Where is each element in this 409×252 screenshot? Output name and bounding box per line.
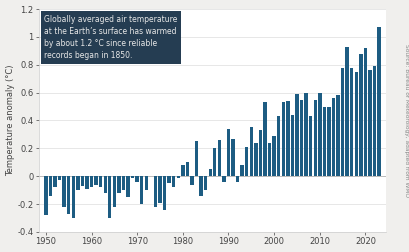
- Bar: [44, 176, 47, 215]
- Bar: [153, 176, 157, 207]
- Bar: [258, 130, 261, 176]
- Y-axis label: Temperature anomaly (°C): Temperature anomaly (°C): [6, 65, 15, 176]
- Bar: [53, 176, 56, 187]
- Bar: [167, 176, 171, 183]
- Bar: [313, 100, 316, 176]
- Bar: [194, 141, 198, 176]
- Bar: [81, 176, 84, 186]
- Bar: [208, 169, 211, 176]
- Bar: [226, 129, 229, 176]
- Bar: [331, 98, 335, 176]
- Bar: [335, 96, 339, 176]
- Bar: [231, 139, 234, 176]
- Bar: [308, 116, 312, 176]
- Bar: [294, 94, 298, 176]
- Bar: [267, 143, 271, 176]
- Bar: [377, 27, 380, 176]
- Bar: [349, 68, 353, 176]
- Bar: [213, 148, 216, 176]
- Bar: [363, 48, 366, 176]
- Bar: [245, 147, 248, 176]
- Bar: [354, 72, 357, 176]
- Bar: [185, 162, 189, 176]
- Bar: [372, 66, 375, 176]
- Bar: [276, 116, 280, 176]
- Bar: [71, 176, 75, 218]
- Bar: [135, 176, 139, 182]
- Bar: [117, 176, 120, 193]
- Bar: [49, 176, 52, 196]
- Bar: [340, 68, 344, 176]
- Bar: [326, 107, 330, 176]
- Bar: [190, 176, 193, 184]
- Bar: [367, 70, 371, 176]
- Bar: [99, 176, 102, 187]
- Bar: [303, 93, 307, 176]
- Bar: [90, 176, 93, 187]
- Bar: [317, 93, 321, 176]
- Bar: [290, 115, 293, 176]
- Bar: [263, 102, 266, 176]
- Bar: [171, 176, 175, 187]
- Bar: [285, 101, 289, 176]
- Bar: [121, 176, 125, 190]
- Bar: [108, 176, 111, 218]
- Bar: [94, 176, 98, 184]
- Bar: [181, 165, 184, 176]
- Bar: [322, 107, 325, 176]
- Bar: [140, 176, 143, 204]
- Bar: [162, 176, 166, 210]
- Bar: [112, 176, 116, 207]
- Bar: [235, 176, 239, 182]
- Bar: [58, 176, 61, 180]
- Bar: [85, 176, 88, 189]
- Bar: [249, 128, 252, 176]
- Bar: [103, 176, 107, 193]
- Bar: [203, 176, 207, 190]
- Text: Globally averaged air temperature
at the Earth’s surface has warmed
by about 1.2: Globally averaged air temperature at the…: [44, 15, 177, 60]
- Bar: [176, 176, 180, 178]
- Bar: [144, 176, 148, 190]
- Bar: [299, 100, 303, 176]
- Text: Source: Bureau of Meteorology, adapted from WMO: Source: Bureau of Meteorology, adapted f…: [403, 44, 408, 198]
- Bar: [272, 136, 275, 176]
- Bar: [130, 176, 134, 178]
- Bar: [199, 176, 202, 196]
- Bar: [217, 140, 220, 176]
- Bar: [67, 176, 70, 214]
- Bar: [254, 143, 257, 176]
- Bar: [345, 47, 348, 176]
- Bar: [62, 176, 66, 207]
- Bar: [240, 165, 243, 176]
- Bar: [126, 176, 129, 197]
- Bar: [358, 54, 362, 176]
- Bar: [281, 102, 284, 176]
- Bar: [158, 176, 161, 203]
- Bar: [76, 176, 79, 190]
- Bar: [222, 176, 225, 182]
